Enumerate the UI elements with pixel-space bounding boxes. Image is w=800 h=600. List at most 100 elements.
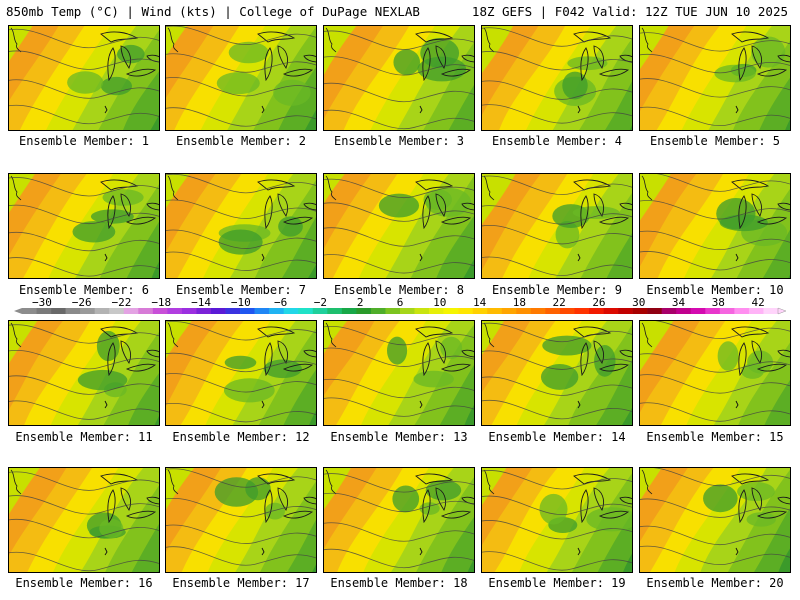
ensemble-member-label: Ensemble Member: 11 [15, 430, 153, 444]
colorbar-tick-label: 2 [357, 296, 364, 309]
colorbar-tick-label: 26 [592, 296, 605, 309]
colorbar-swatch [269, 308, 284, 314]
height-contour [324, 522, 474, 542]
colorbar-swatch [80, 308, 95, 314]
colorbar-swatch [240, 308, 255, 314]
colorbar-swatch [443, 308, 459, 314]
colorbar-swatch [661, 308, 677, 314]
ensemble-member-label: Ensemble Member: 1 [18, 134, 150, 148]
colorbar-swatch [109, 308, 125, 314]
colorbar-swatch [22, 308, 37, 314]
temperature-band [308, 264, 316, 278]
border-outline [325, 322, 337, 348]
height-contour [482, 322, 632, 343]
coast-outline [104, 400, 108, 409]
height-contour [9, 204, 159, 225]
colorbar-swatch [211, 308, 226, 314]
colorbar-swatch [225, 308, 241, 314]
coast-outline [735, 547, 739, 556]
temperature-pocket [102, 189, 144, 206]
temperature-pocket [714, 64, 756, 83]
colorbar-swatch [123, 308, 139, 314]
height-contour [166, 26, 316, 46]
ensemble-map-panel [481, 25, 633, 131]
height-contour [640, 468, 790, 487]
ensemble-map-panel [165, 320, 317, 426]
temperature-band [764, 380, 790, 425]
height-contour [640, 402, 790, 422]
height-contour [324, 397, 474, 417]
height-contour [166, 77, 316, 97]
coast-outline [419, 547, 423, 556]
coast-outline [419, 253, 423, 262]
ensemble-map-panel [165, 25, 317, 131]
temperature-band [759, 77, 790, 130]
temperature-band [596, 359, 632, 425]
height-contour [482, 80, 632, 100]
height-contour [482, 225, 632, 245]
colorbar-swatch [327, 308, 343, 314]
temperature-band [126, 221, 159, 278]
height-contour [166, 174, 316, 194]
ensemble-map-panel [8, 320, 160, 426]
height-contour [482, 399, 632, 420]
height-contour [640, 251, 790, 271]
colorbar-tick-label: 14 [473, 296, 487, 309]
temperature-pocket [586, 507, 632, 532]
colorbar-swatch [181, 308, 197, 314]
temperature-pocket [96, 330, 120, 362]
temperature-pocket [216, 72, 260, 95]
temperature-pocket [717, 341, 739, 371]
height-contour [9, 471, 159, 491]
height-contour [482, 175, 632, 195]
ensemble-member-label: Ensemble Member: 3 [333, 134, 465, 148]
great-lakes-outline [573, 473, 632, 524]
ensemble-member-label: Ensemble Member: 18 [330, 576, 468, 590]
height-contour [324, 202, 474, 222]
height-contour [324, 30, 474, 50]
colorbar-swatch [676, 308, 692, 314]
height-contour [482, 350, 632, 370]
temperature-band [785, 119, 790, 130]
temperature-band [304, 109, 316, 130]
temperature-band [287, 519, 316, 572]
height-contour [166, 199, 316, 219]
colorbar-swatch [385, 308, 401, 314]
height-contour [656, 174, 790, 192]
colorbar-swatch [51, 308, 66, 314]
height-contour [166, 468, 316, 488]
border-outline [641, 322, 653, 348]
height-contour [482, 27, 632, 47]
colorbar-swatch [632, 308, 648, 314]
height-contour [166, 107, 316, 127]
ensemble-map-panel [639, 467, 791, 573]
colorbar-swatch [356, 308, 372, 314]
height-contour [166, 53, 316, 73]
temperature-pocket [378, 193, 420, 218]
height-contour [482, 205, 632, 225]
ensemble-map-panel [639, 320, 791, 426]
coast-outline [577, 105, 581, 114]
height-contour [9, 400, 159, 420]
ensemble-member-label: Ensemble Member: 9 [491, 283, 623, 297]
temperature-pocket [741, 363, 764, 379]
coast-outline [419, 400, 423, 409]
colorbar-min-arrow [14, 308, 22, 314]
colorbar-swatch [400, 308, 415, 314]
great-lakes-outline [257, 326, 316, 377]
coast-outline [261, 253, 265, 262]
temperature-band [623, 553, 632, 572]
coast-outline [104, 547, 108, 556]
colorbar-swatch [545, 308, 561, 314]
great-lakes-outline [415, 326, 474, 377]
colorbar-tick-label: −2 [314, 296, 327, 309]
great-lakes-outline [415, 473, 474, 524]
temperature-band [281, 217, 316, 278]
ensemble-map-panel [323, 173, 475, 279]
height-contour [166, 546, 316, 566]
temperature-band [154, 416, 159, 425]
height-contour [640, 53, 790, 74]
colorbar-swatch [603, 308, 619, 314]
height-contour [324, 347, 474, 367]
temperature-band [754, 508, 790, 572]
